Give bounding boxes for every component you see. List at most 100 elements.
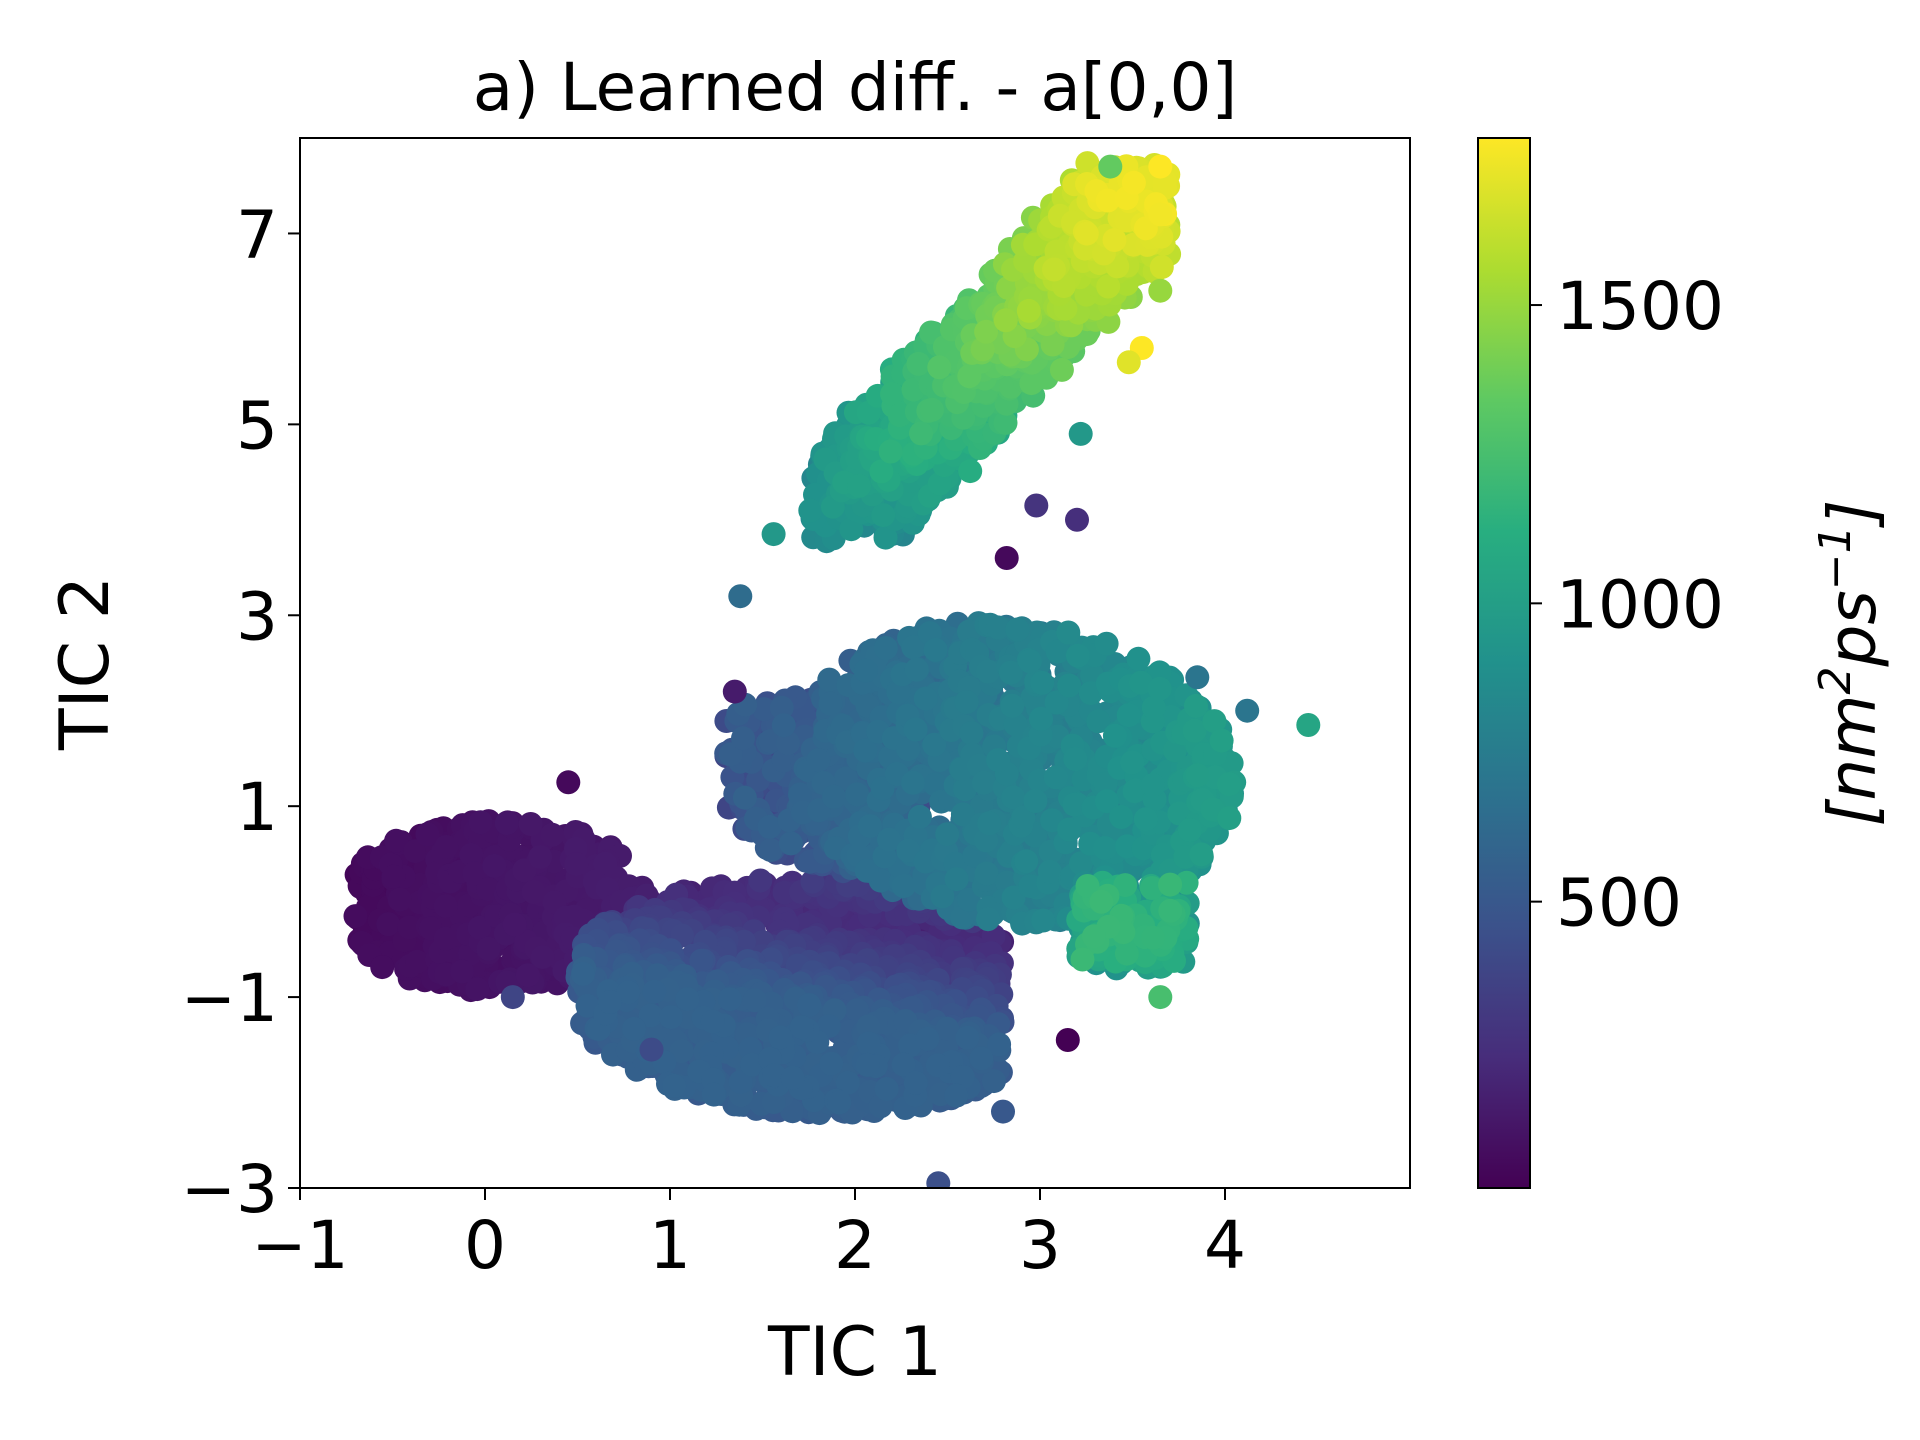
scatter-point [731, 726, 755, 751]
scatter-point [1063, 747, 1088, 771]
scatter-point [1070, 947, 1095, 972]
scatter-point [853, 658, 878, 683]
scatter-point [1037, 859, 1062, 884]
scatter-point [1141, 925, 1165, 950]
scatter-point [494, 811, 519, 836]
scatter-point [797, 993, 822, 1017]
scatter-point [878, 439, 903, 464]
scatter-points [343, 151, 1321, 1188]
scatter-point [1158, 872, 1183, 897]
scatter-point [1081, 924, 1106, 949]
scatter-point [433, 894, 458, 918]
scatter-point [1065, 643, 1090, 668]
scatter-point [977, 811, 1002, 836]
scatter-point [381, 864, 406, 889]
scatter-point [700, 1009, 725, 1034]
scatter-point [1114, 941, 1139, 966]
scatter-point [958, 459, 983, 484]
scatter-point [518, 812, 543, 836]
scatter-point [798, 498, 823, 523]
scatter-point [903, 1070, 928, 1095]
scatter-point [540, 822, 565, 847]
scatter-point [873, 636, 898, 660]
scatter-point [935, 822, 960, 847]
scatter-point [1094, 631, 1119, 656]
scatter-point [1140, 773, 1165, 798]
scatter-point [969, 1046, 994, 1071]
scatter-point [1158, 898, 1183, 923]
scatter-point [822, 784, 846, 809]
scatter-point [955, 1025, 980, 1050]
scatter-point [1057, 673, 1082, 698]
scatter-point [1089, 889, 1114, 914]
scatter-point [880, 382, 904, 406]
scatter-point [925, 1053, 950, 1078]
scatter-point [903, 717, 928, 742]
scatter-point [512, 858, 537, 883]
scatter-point [571, 961, 595, 986]
scatter-point [403, 839, 428, 864]
scatter-point [405, 949, 430, 974]
scatter-point [450, 959, 474, 984]
scatter-point [847, 473, 872, 498]
scatter-point [528, 845, 553, 869]
scatter-point [564, 852, 589, 877]
scatter-point [387, 887, 412, 912]
scatter-point [689, 948, 714, 973]
scatter-point [468, 810, 493, 835]
scatter-point [732, 785, 757, 810]
scatter-point [778, 831, 803, 856]
scatter-point [1005, 617, 1030, 642]
scatter-point [675, 987, 700, 1012]
scatter-point [434, 835, 459, 859]
scatter-point [530, 945, 555, 969]
scatter-point [771, 713, 796, 738]
scatter-point [642, 979, 667, 1004]
scatter-point [433, 926, 458, 951]
scatter-point [974, 861, 999, 886]
scatter-point [944, 1083, 969, 1108]
scatter-point [904, 657, 929, 682]
scatter-point [1133, 807, 1158, 832]
scatter-point [1217, 806, 1242, 831]
chart-title: a) Learned diff. - a[0,0] [473, 49, 1237, 126]
scatter-point [1030, 670, 1055, 695]
scatter-point [975, 659, 1000, 684]
scatter-point [515, 963, 540, 988]
scatter-point [954, 690, 979, 715]
scatter-point [370, 955, 395, 980]
scatter-point [871, 503, 896, 528]
scatter-point [819, 1051, 844, 1076]
scatter-point [482, 853, 507, 878]
scatter-point [1092, 836, 1117, 860]
scatter-point [717, 987, 742, 1012]
scatter-point [923, 637, 948, 662]
scatter-point [874, 1077, 899, 1101]
scatter-point [780, 1065, 805, 1090]
scatter-point [1189, 842, 1214, 867]
scatter-point [915, 1026, 940, 1051]
scatter-point [1031, 908, 1056, 933]
scatter-point [397, 915, 422, 940]
scatter-point [476, 936, 501, 961]
scatter-point [818, 691, 843, 716]
scatter-point [1184, 693, 1208, 718]
scatter-point [959, 721, 984, 745]
scatter-point [920, 397, 944, 422]
scatter-point [384, 828, 409, 853]
scatter-point [855, 1052, 880, 1077]
scatter-point [502, 912, 527, 937]
scatter-point [856, 1031, 881, 1056]
scatter-point [906, 351, 931, 376]
scatter-point [845, 782, 870, 807]
scatter-point [909, 421, 934, 446]
scatter-point [913, 686, 938, 711]
scatter-point [1043, 765, 1068, 790]
scatter-point [1209, 728, 1234, 753]
scatter-point [1178, 818, 1202, 843]
scatter-point [1217, 772, 1242, 797]
scatter-point [415, 822, 440, 847]
scatter-point [971, 770, 996, 795]
scatter-point [1185, 763, 1210, 788]
